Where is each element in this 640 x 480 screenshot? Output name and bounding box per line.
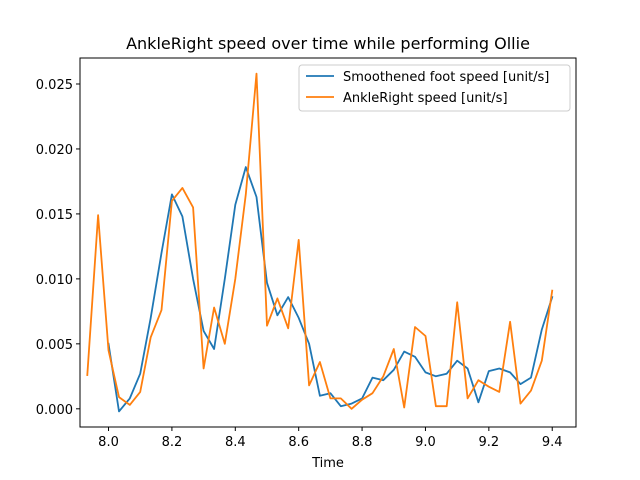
legend-box — [298, 64, 571, 112]
series-line-ankleright-speed — [86, 72, 554, 410]
y-tick-label: 0.005 — [36, 338, 73, 353]
y-tick-label: 0.020 — [36, 143, 73, 158]
axes-frame — [79, 57, 577, 428]
x-tick-label: 8.2 — [162, 435, 183, 450]
y-tick-label: 0.015 — [36, 208, 73, 223]
legend-label-ankleright: AnkleRight speed [unit/s] — [343, 91, 508, 106]
x-tick-label: 8.4 — [225, 435, 246, 450]
y-tick-label: 0.010 — [36, 273, 73, 288]
y-tick-label: 0.000 — [36, 403, 73, 418]
y-tick-label: 0.025 — [36, 78, 73, 93]
x-axis: 8.0 8.2 8.4 8.6 8.8 9.0 9.2 9.4 — [98, 427, 563, 450]
legend: Smoothened foot speed [unit/s] AnkleRigh… — [298, 64, 571, 112]
chart-title: AnkleRight speed over time while perform… — [126, 34, 530, 53]
y-axis: 0.000 0.005 0.010 0.015 0.020 0.025 — [36, 78, 80, 418]
plot-area — [86, 72, 554, 413]
x-tick-label: 9.0 — [415, 435, 436, 450]
x-tick-label: 8.8 — [352, 435, 373, 450]
series-line-smoothened-foot-speed — [107, 166, 554, 413]
x-tick-label: 8.6 — [288, 435, 309, 450]
x-tick-label: 8.0 — [98, 435, 119, 450]
x-axis-label: Time — [311, 456, 344, 471]
x-tick-label: 9.4 — [542, 435, 563, 450]
legend-label-smoothened: Smoothened foot speed [unit/s] — [343, 70, 549, 85]
x-tick-label: 9.2 — [478, 435, 499, 450]
